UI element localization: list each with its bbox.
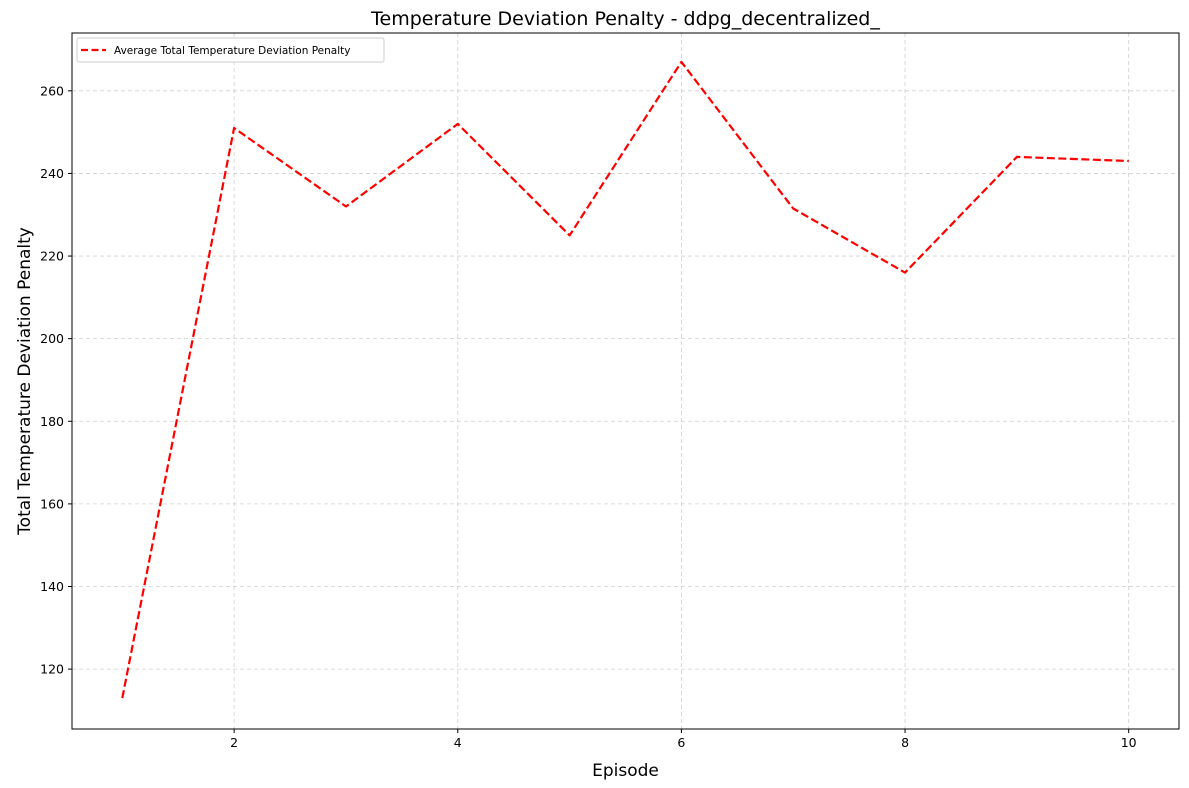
legend-box [76,37,385,63]
y-tick-label: 120 [40,662,64,677]
x-tick-label: 4 [454,735,462,750]
legend: Average Total Temperature Deviation Pena… [76,37,385,63]
y-tick-label: 180 [40,414,64,429]
y-tick-label: 220 [40,249,64,264]
x-axis-label: Episode [592,761,659,781]
plot-frame [71,32,1180,730]
chart-title: Temperature Deviation Penalty - ddpg_dec… [370,8,880,30]
series-layer [121,60,1129,699]
y-tick-label: 160 [40,496,64,511]
x-tick-label: 10 [1121,735,1137,750]
legend-entry-label: Average Total Temperature Deviation Pena… [114,45,350,57]
x-tick-label: 2 [230,735,238,750]
y-axis-label: Total Temperature Deviation Penalty [15,227,35,536]
y-tick-label: 260 [40,83,64,98]
axis-ticks: 2 4 6 8 10 120 140 160 180 200 220 240 260 [40,83,1137,750]
x-tick-label: 6 [677,735,685,750]
y-tick-label: 140 [40,579,64,594]
x-tick-label: 8 [901,735,909,750]
series-line [121,60,1129,699]
grid-lines [72,33,1179,729]
y-tick-label: 200 [40,331,64,346]
y-tick-label: 240 [40,166,64,181]
